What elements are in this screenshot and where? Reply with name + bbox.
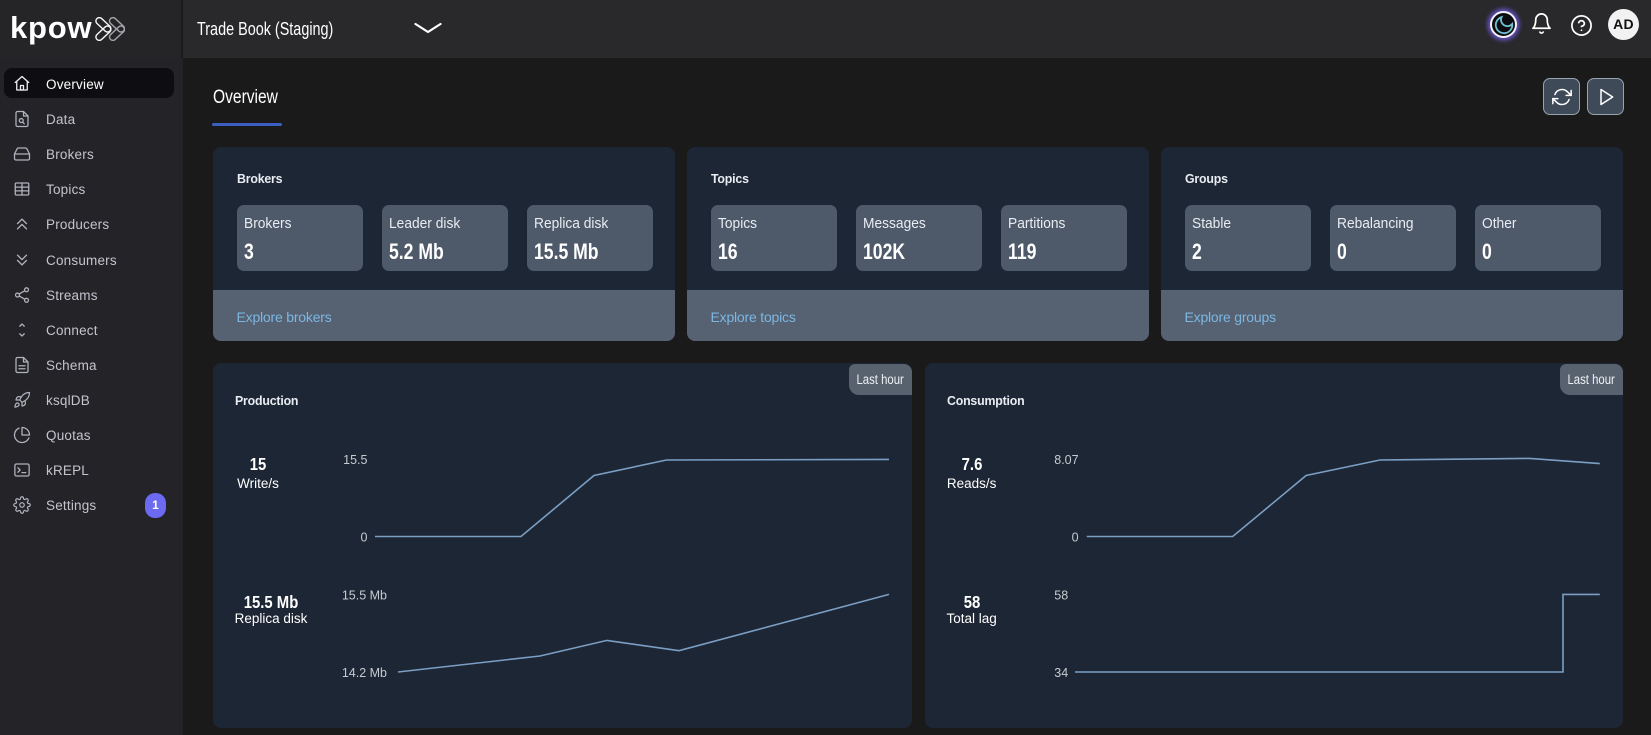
svg-text:34: 34	[1054, 666, 1068, 680]
svg-text:58: 58	[1054, 589, 1068, 603]
svg-text:14.2 Mb: 14.2 Mb	[342, 666, 387, 680]
svg-text:15.5: 15.5	[343, 453, 367, 467]
svg-text:15.5 Mb: 15.5 Mb	[342, 589, 387, 603]
svg-text:0: 0	[361, 531, 368, 545]
svg-text:0: 0	[1072, 531, 1079, 545]
svg-text:8.07: 8.07	[1054, 453, 1078, 467]
